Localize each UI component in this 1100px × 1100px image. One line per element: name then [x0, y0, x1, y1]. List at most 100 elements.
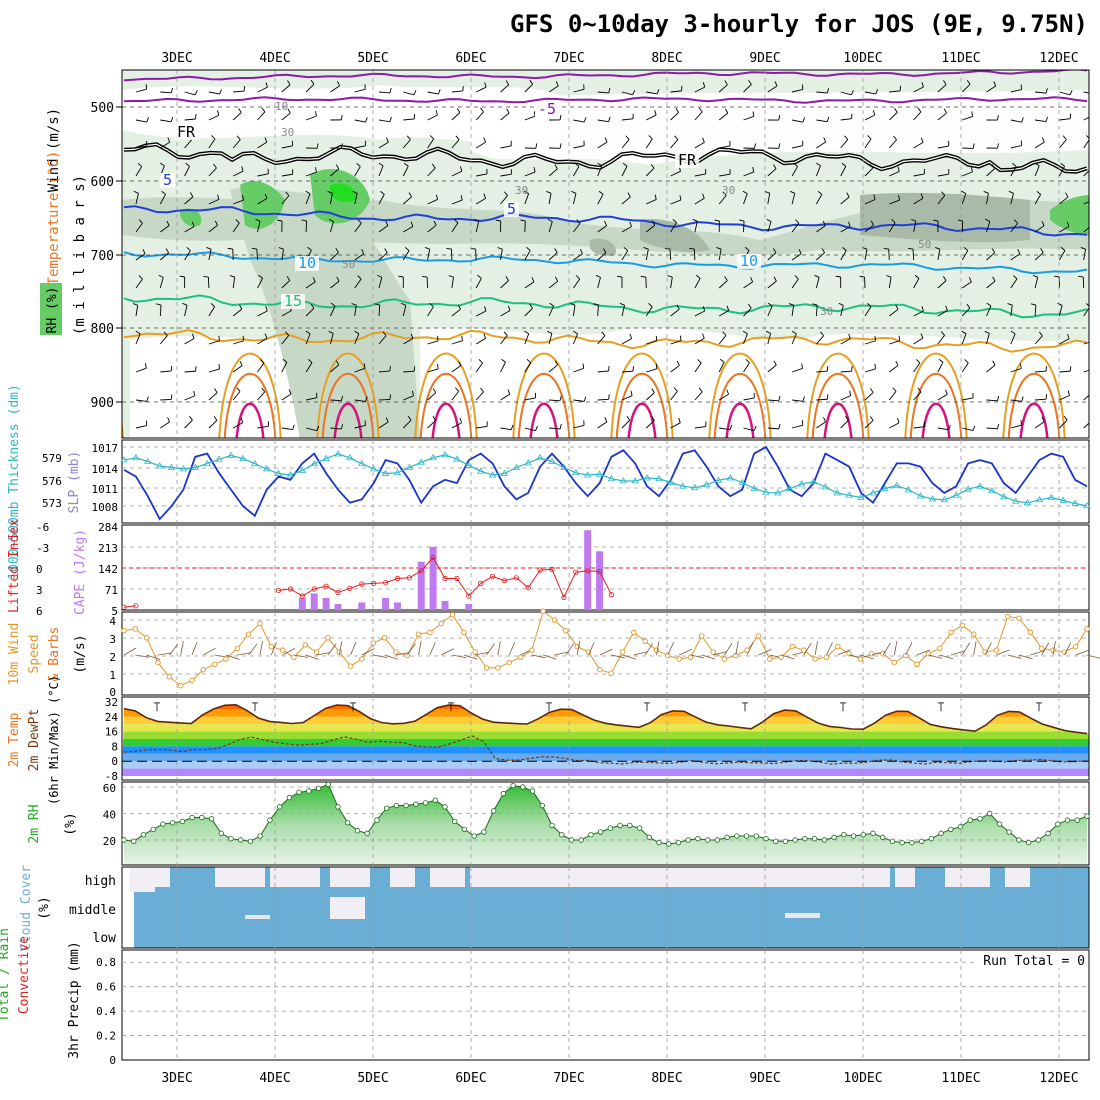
rh-point [413, 801, 419, 807]
wind-barb [864, 91, 876, 95]
wind-barb [962, 427, 973, 432]
wind-barb-flag [943, 80, 947, 85]
thickness-point [774, 489, 782, 496]
rh-point [393, 802, 400, 809]
wind-barb-flag [1020, 363, 1022, 369]
wind10-barb [259, 641, 264, 656]
wind-barb [281, 310, 292, 317]
wind-barb-flag [1085, 135, 1089, 139]
wind-barb-flag [897, 417, 900, 424]
wind-barb [597, 252, 607, 261]
wind-barb [475, 362, 483, 373]
wind-barb [135, 253, 146, 261]
wind-barb [1034, 421, 1045, 429]
wind-barb [427, 340, 439, 345]
wind10-barb [554, 651, 569, 656]
li-point [311, 586, 317, 592]
wind-barb-flag [714, 219, 720, 222]
cloud-high-clear [295, 867, 320, 887]
wind-barb-flag [972, 143, 975, 149]
wind-barb-flag [189, 192, 194, 198]
wind-barb [354, 305, 357, 317]
wind10-barb [780, 654, 795, 660]
wind-barb [207, 276, 210, 289]
temp-band [122, 709, 1089, 717]
rh-point [977, 816, 983, 822]
wind-barb [524, 281, 535, 289]
wind-barb-flag [872, 110, 876, 116]
wind-barb [451, 308, 461, 317]
temp-panel-frame [121, 696, 1090, 781]
wind-barb-flag [533, 111, 536, 117]
wind-barb-flag [1045, 116, 1048, 122]
wind-barb-flag [892, 387, 897, 392]
temp-band [122, 746, 1089, 754]
wind-barb-flag [435, 194, 439, 200]
wind-barb-flag [971, 111, 974, 117]
wind-barb-flag [163, 331, 168, 336]
wind-barb [232, 277, 236, 289]
wind-barb-flag [608, 394, 610, 400]
cloud-high-clear [215, 867, 265, 887]
rh-point [364, 830, 370, 837]
wind10-point [415, 631, 422, 637]
wind-barb-flag [407, 415, 412, 421]
wind-barb-flag [507, 305, 511, 311]
wind-barb [937, 195, 946, 205]
wind-barb [306, 397, 317, 401]
wind-barb [378, 304, 381, 317]
wind-barb [548, 168, 558, 177]
wind-barb [160, 91, 172, 94]
wind-barb-flag [546, 191, 552, 194]
wind10-barb [599, 648, 613, 656]
wind-barb [548, 305, 555, 317]
wind10-point [597, 666, 603, 673]
wind-barb [451, 139, 460, 149]
wind10-point [268, 643, 275, 650]
wind10-barb [237, 652, 252, 656]
wind-barb-flag [1013, 275, 1018, 280]
wind-barb-flag [1088, 416, 1089, 418]
rh-point [325, 781, 331, 788]
wind-barb [257, 141, 268, 149]
li-tick-label: 3 [36, 584, 43, 597]
wind-barb [986, 221, 991, 233]
wind-barb-flag [1021, 396, 1024, 402]
wind-barb [961, 333, 967, 345]
wind-barb-flag [433, 220, 437, 226]
contour-label-bg [174, 125, 198, 140]
wind-barb [184, 419, 193, 429]
thickness-point [203, 459, 211, 467]
wind-barb-flag [503, 191, 508, 196]
wind-barb-flag [186, 247, 191, 252]
wind-barb-flag [966, 303, 971, 309]
wind-barb [403, 118, 415, 121]
rh-area [124, 784, 1087, 865]
wind-barb-flag [798, 249, 802, 254]
wind-barb [864, 249, 868, 261]
wind10-barb [418, 641, 422, 656]
wind-barb [816, 225, 826, 233]
wind-barb [403, 395, 414, 401]
wind-barb-flag [170, 394, 173, 400]
wind-barb-flag [335, 360, 340, 366]
wind-barb-flag [992, 276, 996, 282]
wind10-barb [962, 642, 970, 656]
wind-barb-flag [1065, 192, 1069, 198]
wind-barb-flag [506, 108, 510, 114]
wind-barb-flag [815, 162, 821, 167]
wind-barb-flag [229, 275, 235, 278]
wind-barb [840, 91, 852, 96]
wind-barb [548, 280, 559, 289]
wind10-panel-frame [121, 611, 1090, 696]
wind-barb [572, 305, 576, 317]
wind10-point [687, 654, 694, 661]
cape-axis-label: CAPE (J/kg) [73, 529, 88, 615]
wind-barb [475, 310, 487, 317]
wind-barb [451, 199, 463, 205]
wind-barb [305, 281, 316, 289]
wind-barb [427, 392, 437, 401]
wind-barb [937, 249, 941, 261]
wind-barb-flag [812, 303, 818, 306]
wind-barb [257, 391, 266, 401]
